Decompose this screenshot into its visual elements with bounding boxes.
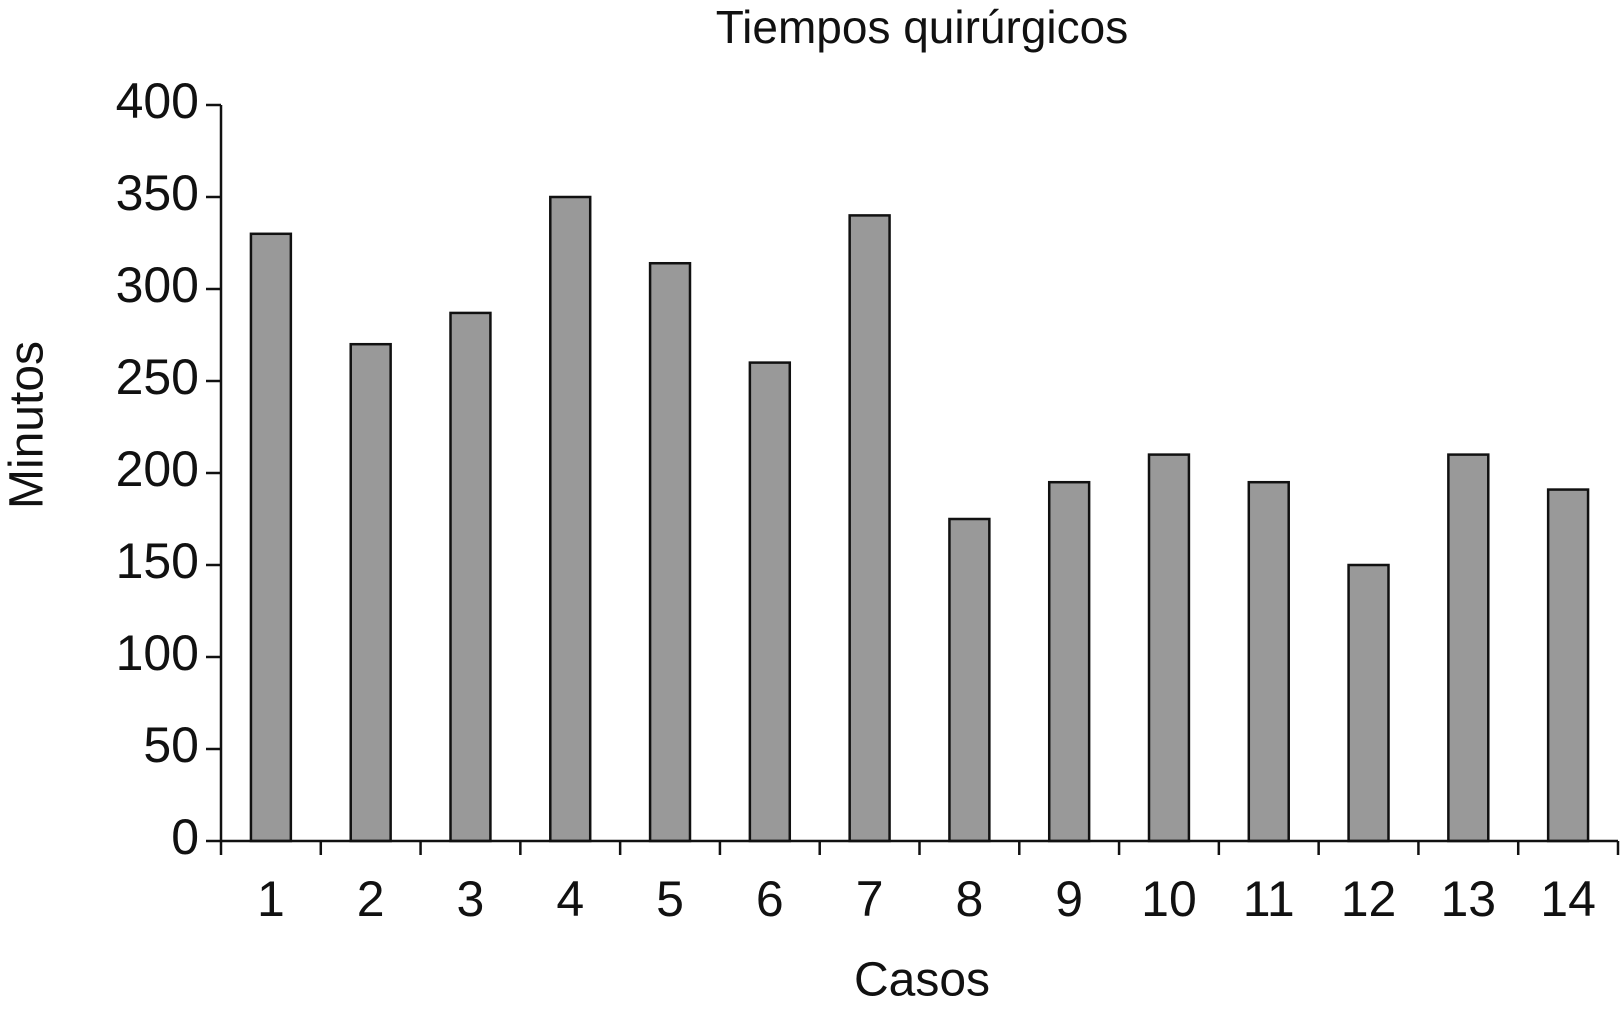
y-tick-label: 150 <box>116 533 199 589</box>
bar <box>948 517 991 843</box>
x-tick-label: 12 <box>1341 871 1397 927</box>
y-axis-label: Minutos <box>1 341 54 509</box>
bar <box>648 261 692 843</box>
x-tick-label: 11 <box>1243 871 1295 927</box>
x-tick-label: 4 <box>556 871 584 927</box>
y-tick-label: 200 <box>116 441 199 497</box>
x-tick-label: 10 <box>1141 871 1197 927</box>
y-tick-label: 0 <box>171 809 199 865</box>
x-tick-label: 13 <box>1441 871 1497 927</box>
x-tick-label: 8 <box>955 871 983 927</box>
bar <box>1546 488 1590 843</box>
x-tick-label: 6 <box>756 871 784 927</box>
bar <box>1047 480 1091 843</box>
x-tick-label: 14 <box>1540 871 1596 927</box>
bar <box>748 361 792 843</box>
y-tick-label: 300 <box>116 257 199 313</box>
bar <box>848 214 891 843</box>
y-tick-label: 100 <box>116 625 199 681</box>
bar <box>249 232 293 843</box>
y-tick-label: 400 <box>116 73 199 129</box>
bar <box>1147 453 1191 843</box>
bar <box>1247 480 1290 843</box>
x-tick-label: 3 <box>457 871 485 927</box>
x-tick-label: 1 <box>257 871 285 927</box>
y-tick-label: 50 <box>143 717 199 773</box>
chart-title: Tiempos quirúrgicos <box>716 1 1128 53</box>
bar <box>549 195 592 843</box>
bar <box>349 342 392 843</box>
x-tick-label: 5 <box>656 871 684 927</box>
x-tick-label: 7 <box>856 871 884 927</box>
bar <box>1447 453 1490 843</box>
y-tick-label: 250 <box>116 349 199 405</box>
x-tick-label: 9 <box>1055 871 1083 927</box>
bar <box>449 311 492 843</box>
bar <box>1347 563 1390 843</box>
x-axis-label: Casos <box>854 954 990 1007</box>
x-tick-label: 2 <box>357 871 385 927</box>
y-tick-label: 350 <box>116 165 199 221</box>
